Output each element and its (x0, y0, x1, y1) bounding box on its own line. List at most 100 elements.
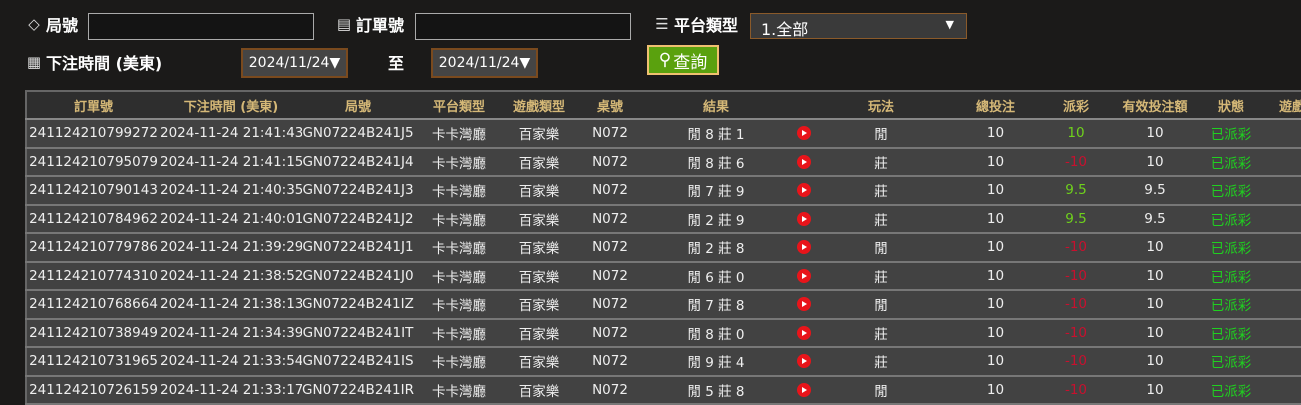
play-video-icon[interactable] (797, 354, 811, 369)
platform-cell: 卡卡灣廳 (414, 233, 504, 263)
tag-icon: ◇ (28, 15, 40, 33)
bet-time-cell: 2024-11-24 21:33:54 (160, 347, 302, 377)
extra-cell (1253, 233, 1301, 263)
replay-cell[interactable] (786, 233, 822, 263)
order-id-cell: 241124210790143 (26, 176, 160, 206)
bet-time-cell: 2024-11-24 21:41:15 (160, 147, 302, 177)
column-header: 狀態 (1209, 91, 1253, 120)
game-type-cell: 百家樂 (504, 147, 574, 177)
column-header: 平台類型 (414, 91, 504, 120)
valid-bet-cell: 10 (1101, 119, 1209, 149)
replay-cell[interactable] (786, 318, 822, 348)
date-to-select[interactable]: 2024/11/24▼ (431, 48, 538, 78)
round-label-text: 局號 (46, 16, 79, 35)
game-type-cell: 百家樂 (504, 119, 574, 149)
status-cell: 已派彩 (1209, 147, 1253, 177)
platform-select[interactable]: 1.全部 ▼ (750, 13, 967, 39)
column-header: 局號 (302, 91, 414, 120)
status-cell: 已派彩 (1209, 261, 1253, 291)
date-from-value: 2024/11/24 (248, 55, 330, 71)
bet-type-cell: 莊 (822, 204, 940, 234)
play-video-icon[interactable] (797, 126, 811, 141)
status-cell: 已派彩 (1209, 176, 1253, 206)
replay-cell[interactable] (786, 290, 822, 320)
order-id-cell: 241124210784962 (26, 204, 160, 234)
platform-cell: 卡卡灣廳 (414, 147, 504, 177)
game-type-cell: 百家樂 (504, 204, 574, 234)
order-id-cell: 241124210774310 (26, 261, 160, 291)
table-header: 訂單號 下注時間 (美東) 局號 平台類型 遊戲類型 桌號 結果 玩法 總投注 派彩 有效投注額 狀態… (26, 91, 1301, 120)
table-row: 241124210795079 2024-11-24 21:41:15 GN0722… (26, 147, 1301, 177)
status-cell: 已派彩 (1209, 233, 1253, 263)
valid-bet-cell: 10 (1101, 233, 1209, 263)
chevron-down-icon: ▼ (945, 18, 954, 31)
table-id-cell: N072 (574, 261, 646, 291)
round-id-cell: GN07224B241J4 (302, 147, 414, 177)
total-bet-cell: 10 (940, 147, 1051, 177)
extra-cell (1253, 261, 1301, 291)
bet-type-cell: 閒 (822, 119, 940, 149)
order-input[interactable] (415, 13, 631, 40)
date-from-select[interactable]: 2024/11/24▼ (241, 48, 348, 78)
platform-cell: 卡卡灣廳 (414, 261, 504, 291)
replay-cell[interactable] (786, 176, 822, 206)
platform-cell: 卡卡灣廳 (414, 375, 504, 405)
valid-bet-cell: 10 (1101, 261, 1209, 291)
bet-records-table: 訂單號 下注時間 (美東) 局號 平台類型 遊戲類型 桌號 結果 玩法 總投注 派彩 有效投注額 狀態… (25, 90, 1301, 405)
payout-cell: 9.5 (1051, 204, 1101, 234)
play-video-icon[interactable] (797, 183, 811, 198)
platform-cell: 卡卡灣廳 (414, 347, 504, 377)
bet-time-cell: 2024-11-24 21:34:39 (160, 318, 302, 348)
replay-cell[interactable] (786, 347, 822, 377)
table-id-cell: N072 (574, 290, 646, 320)
play-video-icon[interactable] (797, 382, 811, 397)
time-label: ▦ 下注時間 (美東) (25, 50, 162, 74)
round-input[interactable] (88, 13, 314, 40)
query-button[interactable]: ⚲ 查詢 (647, 45, 719, 75)
order-id-cell: 241124210795079 (26, 147, 160, 177)
play-video-icon[interactable] (797, 154, 811, 169)
column-header: 有效投注額 (1101, 91, 1209, 120)
replay-cell[interactable] (786, 119, 822, 149)
extra-cell (1253, 204, 1301, 234)
play-video-icon[interactable] (797, 211, 811, 226)
bet-time-cell: 2024-11-24 21:39:29 (160, 233, 302, 263)
play-video-icon[interactable] (797, 240, 811, 255)
table-id-cell: N072 (574, 204, 646, 234)
valid-bet-cell: 9.5 (1101, 204, 1209, 234)
total-bet-cell: 10 (940, 290, 1051, 320)
column-header: 遊戲 (1253, 91, 1301, 120)
play-video-icon[interactable] (797, 268, 811, 283)
table-row: 241124210799272 2024-11-24 21:41:43 GN0722… (26, 119, 1301, 149)
total-bet-cell: 10 (940, 375, 1051, 405)
round-id-cell: GN07224B241J2 (302, 204, 414, 234)
result-cell: 閒 2 莊 9 (646, 204, 786, 234)
status-cell: 已派彩 (1209, 375, 1253, 405)
play-video-icon[interactable] (797, 325, 811, 340)
table-id-cell: N072 (574, 318, 646, 348)
table-id-cell: N072 (574, 347, 646, 377)
valid-bet-cell: 10 (1101, 347, 1209, 377)
replay-cell[interactable] (786, 147, 822, 177)
table-row: 241124210738949 2024-11-24 21:34:39 GN0722… (26, 318, 1301, 348)
round-id-cell: GN07224B241IT (302, 318, 414, 348)
status-cell: 已派彩 (1209, 204, 1253, 234)
extra-cell (1253, 347, 1301, 377)
payout-cell: -10 (1051, 233, 1101, 263)
replay-cell[interactable] (786, 204, 822, 234)
round-id-cell: GN07224B241J3 (302, 176, 414, 206)
replay-cell[interactable] (786, 261, 822, 291)
platform-cell: 卡卡灣廳 (414, 204, 504, 234)
bet-type-cell: 莊 (822, 147, 940, 177)
platform-cell: 卡卡灣廳 (414, 176, 504, 206)
order-id-cell: 241124210799272 (26, 119, 160, 149)
bet-type-cell: 閒 (822, 233, 940, 263)
game-type-cell: 百家樂 (504, 290, 574, 320)
play-video-icon[interactable] (797, 297, 811, 312)
round-id-cell: GN07224B241J1 (302, 233, 414, 263)
replay-cell[interactable] (786, 375, 822, 405)
round-id-cell: GN07224B241IS (302, 347, 414, 377)
column-header (786, 91, 822, 120)
status-cell: 已派彩 (1209, 119, 1253, 149)
total-bet-cell: 10 (940, 318, 1051, 348)
